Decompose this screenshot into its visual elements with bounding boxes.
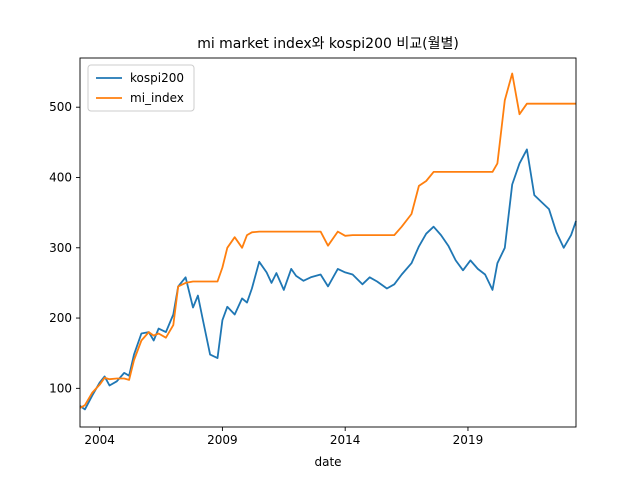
legend: kospi200 mi_index bbox=[87, 64, 195, 112]
y-tick-label: 400 bbox=[49, 170, 72, 184]
y-tick-label: 200 bbox=[49, 311, 72, 325]
x-tick-label: 2014 bbox=[330, 433, 361, 447]
legend-box bbox=[87, 64, 195, 112]
y-tick-label: 100 bbox=[49, 381, 72, 395]
legend-label: mi_index bbox=[130, 91, 184, 105]
x-tick-label: 2019 bbox=[453, 433, 484, 447]
axis-ticks: 2004 2009 2014 2019 100 200 300 400 500 bbox=[49, 100, 483, 447]
chart-title: mi market index와 kospi200 비교(월별) bbox=[197, 36, 459, 52]
legend-label: kospi200 bbox=[130, 71, 184, 85]
series-line-kospi200 bbox=[79, 148, 577, 411]
x-tick-label: 2004 bbox=[84, 433, 115, 447]
axes-frame bbox=[79, 57, 577, 428]
x-tick-label: 2009 bbox=[207, 433, 238, 447]
plot-area bbox=[79, 57, 577, 428]
y-tick-label: 500 bbox=[49, 100, 72, 114]
x-axis-label: date bbox=[314, 455, 341, 469]
series-line-mi_index bbox=[79, 72, 576, 409]
y-tick-label: 300 bbox=[49, 241, 72, 255]
